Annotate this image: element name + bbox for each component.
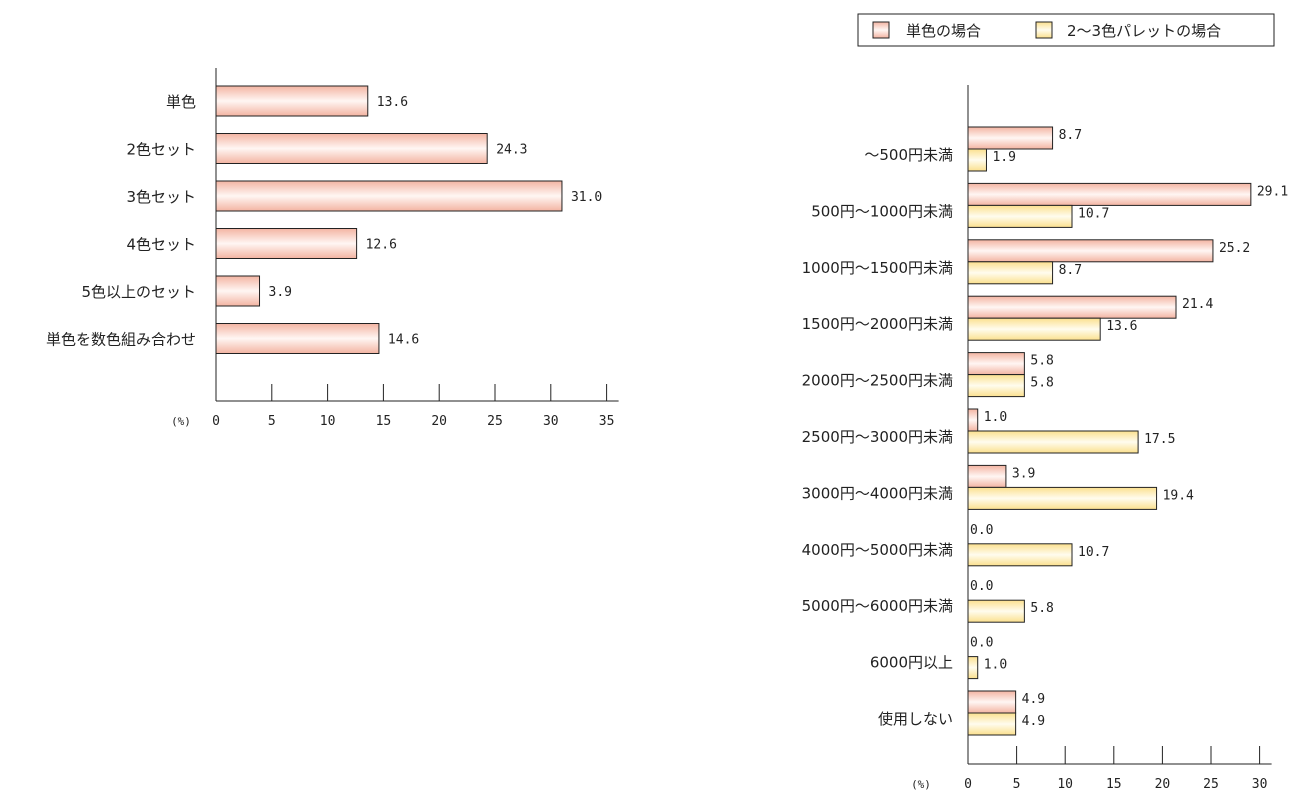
x-tick-label: 5 xyxy=(1013,777,1021,792)
category-label: 4000円～5000円未満 xyxy=(802,541,953,559)
value-label: 12.6 xyxy=(366,238,397,253)
x-unit-label: (%) xyxy=(911,778,931,791)
bar-single xyxy=(967,464,1007,488)
value-label: 5.8 xyxy=(1030,354,1053,369)
category-label: 3色セット xyxy=(126,188,196,206)
value-label: 14.6 xyxy=(388,333,419,348)
legend-label-palette: 2～3色パレットの場合 xyxy=(1067,22,1221,40)
bar-palette xyxy=(967,374,1025,398)
x-tick-label: 5 xyxy=(268,414,276,429)
value-label: 10.7 xyxy=(1078,206,1109,221)
legend-label-single: 単色の場合 xyxy=(906,22,981,40)
value-label: 29.1 xyxy=(1257,184,1288,199)
value-label: 5.8 xyxy=(1030,376,1053,391)
value-label: 24.3 xyxy=(496,143,527,158)
value-label: 1.9 xyxy=(992,150,1015,165)
legend-swatch-palette xyxy=(1035,21,1053,39)
category-label: 2色セット xyxy=(126,141,196,159)
x-tick-label: 25 xyxy=(487,414,503,429)
category-label: 5000円～6000円未満 xyxy=(802,597,953,615)
value-label: 25.2 xyxy=(1219,241,1250,256)
chart-price-range: 0 5 10 15 20 25 30 (%) ～500円未満 8.7 1.9 500円～1000円未満… xyxy=(802,85,1288,792)
legend-swatch-single xyxy=(872,21,890,39)
x-tick-label: 15 xyxy=(1106,777,1122,792)
value-label: 3.9 xyxy=(269,285,292,300)
bar-palette xyxy=(967,543,1073,567)
bar-single xyxy=(967,352,1025,376)
bar-palette xyxy=(967,599,1025,623)
category-label: 使用しない xyxy=(878,710,953,728)
x-tick-label: 20 xyxy=(1155,777,1171,792)
category-label: 単色 xyxy=(166,93,196,111)
value-label: 19.4 xyxy=(1163,488,1194,503)
bar-palette xyxy=(967,317,1101,341)
category-label: 1500円～2000円未満 xyxy=(802,315,953,333)
bar xyxy=(215,85,369,117)
bar xyxy=(215,228,358,259)
bar-palette xyxy=(967,261,1054,285)
value-label: 1.0 xyxy=(984,658,1007,673)
value-label: 0.0 xyxy=(970,523,993,538)
value-label: 4.9 xyxy=(1022,692,1045,707)
x-tick-label: 25 xyxy=(1203,777,1219,792)
bar-single xyxy=(967,182,1252,206)
category-label: 2000円～2500円未満 xyxy=(802,372,953,390)
bar-single xyxy=(967,295,1177,319)
bar-palette xyxy=(967,486,1158,510)
x-tick-label: 30 xyxy=(1252,777,1268,792)
category-label: 2500円～3000円未満 xyxy=(802,428,953,446)
category-label: 500円～1000円未満 xyxy=(811,202,953,220)
chart-color-set-type: 0 5 10 15 20 25 30 35 (%) 単色 13.6 2色セット 24.3 3色セット 31.… xyxy=(46,68,619,429)
value-label: 13.6 xyxy=(377,95,408,110)
value-label: 31.0 xyxy=(571,190,602,205)
bar xyxy=(215,133,488,164)
value-label: 21.4 xyxy=(1182,297,1213,312)
category-label: ～500円未満 xyxy=(864,146,953,164)
value-label: 5.8 xyxy=(1030,601,1053,616)
category-label: 3000円～4000円未満 xyxy=(802,484,953,502)
bar xyxy=(215,275,261,307)
bar-single xyxy=(967,239,1214,263)
bar-palette xyxy=(967,204,1073,228)
value-label: 0.0 xyxy=(970,636,993,651)
bar-single xyxy=(967,690,1017,714)
value-label: 13.6 xyxy=(1106,319,1137,334)
category-label: 4色セット xyxy=(126,236,196,254)
bar-single xyxy=(967,408,979,432)
value-label: 8.7 xyxy=(1059,263,1082,278)
x-tick-label: 30 xyxy=(543,414,559,429)
x-tick-label: 10 xyxy=(1057,777,1073,792)
x-tick-label: 0 xyxy=(964,777,972,792)
x-tick-label: 20 xyxy=(431,414,447,429)
x-unit-label: (%) xyxy=(171,415,191,428)
value-label: 1.0 xyxy=(984,410,1007,425)
category-label: 単色を数色組み合わせ xyxy=(46,331,196,349)
bar xyxy=(215,180,563,212)
bar-palette xyxy=(967,656,979,680)
value-label: 3.9 xyxy=(1012,466,1035,481)
value-label: 8.7 xyxy=(1059,128,1082,143)
x-tick-label: 10 xyxy=(320,414,336,429)
value-label: 4.9 xyxy=(1022,714,1045,729)
x-tick-label: 0 xyxy=(212,414,220,429)
bar-single xyxy=(967,126,1054,150)
value-label: 17.5 xyxy=(1144,432,1175,447)
category-label: 5色以上のセット xyxy=(81,283,196,301)
bar-palette xyxy=(967,148,987,172)
category-label: 6000円以上 xyxy=(870,654,953,672)
x-tick-label: 35 xyxy=(599,414,615,429)
legend: 単色の場合 2～3色パレットの場合 xyxy=(857,13,1275,47)
bar-palette xyxy=(967,430,1139,454)
bar-palette xyxy=(967,712,1017,736)
x-tick-label: 15 xyxy=(376,414,392,429)
value-label: 10.7 xyxy=(1078,545,1109,560)
bar xyxy=(215,323,380,354)
category-label: 1000円～1500円未満 xyxy=(802,259,953,277)
value-label: 0.0 xyxy=(970,579,993,594)
legend-frame xyxy=(857,13,1275,47)
